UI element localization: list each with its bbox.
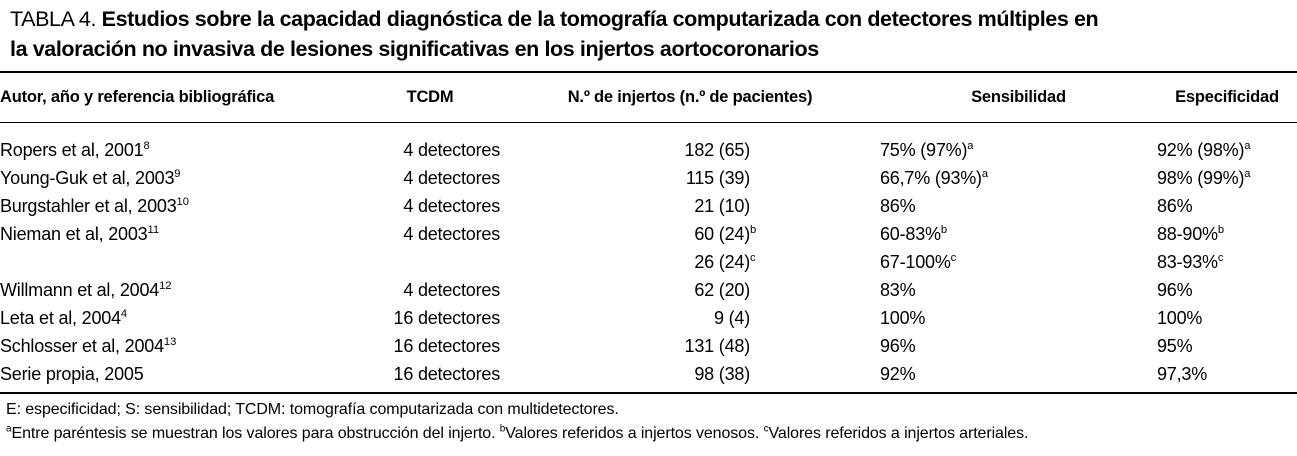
header-especificidad: Especificidad	[1157, 72, 1297, 123]
table-row: 26 (24)c 67-100%c 83-93%c	[0, 248, 1297, 276]
header-injertos: N.º de injertos (n.º de pacientes)	[500, 72, 880, 123]
sensibilidad-value: 60-83%	[880, 224, 941, 244]
note-c-sup: c	[763, 423, 769, 435]
author-name: Burgstahler et al, 2003	[0, 196, 177, 216]
table-row: Leta et al, 20044 16 detectores 9 (4) 10…	[0, 304, 1297, 332]
especificidad-note-sup: a	[1244, 140, 1251, 152]
tcdm-value: 4 detectores	[403, 168, 500, 188]
author-name: Willmann et al, 2004	[0, 280, 160, 300]
tcdm-value: 4 detectores	[403, 140, 500, 160]
table-row: Willmann et al, 200412 4 detectores 62 (…	[0, 276, 1297, 304]
sensibilidad-note-sup: a	[981, 168, 989, 180]
sensibilidad-note-sup: c	[950, 252, 957, 264]
table-title-line2: la valoración no invasiva de lesiones si…	[10, 37, 819, 61]
author-name: Young-Guk et al, 2003	[0, 168, 175, 188]
especificidad-value: 95%	[1157, 336, 1193, 356]
table-footnotes: E: especificidad; S: sensibilidad; TCDM:…	[6, 398, 1291, 446]
injertos-value: 131 (48)	[684, 336, 751, 356]
tcdm-value: 4 detectores	[403, 280, 500, 300]
tcdm-value: 4 detectores	[403, 196, 500, 216]
especificidad-value: 100%	[1157, 308, 1203, 328]
sensibilidad-value: 92%	[880, 364, 916, 384]
table-row: Schlosser et al, 200413 16 detectores 13…	[0, 332, 1297, 360]
author-ref-sup: 12	[159, 280, 172, 292]
especificidad-value: 88-90%	[1157, 224, 1218, 244]
tcdm-value: 4 detectores	[403, 224, 500, 244]
table-row: Burgstahler et al, 200310 4 detectores 2…	[0, 192, 1297, 220]
author-ref-sup: 9	[174, 168, 181, 180]
table-header-row: Autor, año y referencia bibliográfica TC…	[0, 72, 1297, 123]
injertos-note-sup: c	[750, 252, 756, 264]
especificidad-value: 97,3%	[1157, 364, 1208, 384]
sensibilidad-value: 86%	[880, 196, 916, 216]
tcdm-value: 16 detectores	[393, 336, 501, 356]
author-name: Serie propia, 2005	[0, 364, 144, 384]
sensibilidad-value: 96%	[880, 336, 916, 356]
especificidad-value: 83-93%	[1157, 252, 1218, 272]
especificidad-value: 96%	[1157, 280, 1193, 300]
sensibilidad-note-sup: a	[967, 140, 974, 152]
especificidad-note-sup: b	[1217, 224, 1225, 236]
table-row: Young-Guk et al, 20039 4 detectores 115 …	[0, 164, 1297, 192]
sensibilidad-value: 83%	[880, 280, 916, 300]
note-c-text: Valores referidos a injertos arteriales.	[768, 425, 1029, 442]
especificidad-value: 92% (98%)	[1157, 140, 1245, 160]
injertos-value: 9 (4)	[713, 308, 750, 328]
note-a-sup: a	[6, 423, 12, 435]
injertos-value: 98 (38)	[694, 364, 750, 384]
author-name: Ropers et al, 2001	[0, 140, 144, 160]
especificidad-value: 98% (99%)	[1157, 168, 1245, 188]
table-row: Serie propia, 2005 16 detectores 98 (38)…	[0, 360, 1297, 394]
note-b-sup: b	[499, 423, 506, 435]
author-ref-sup: 13	[163, 336, 177, 348]
sensibilidad-note-sup: b	[940, 224, 948, 236]
especificidad-value: 86%	[1157, 196, 1193, 216]
author-ref-sup: 8	[143, 140, 150, 152]
especificidad-note-sup: a	[1244, 168, 1251, 180]
author-name: Schlosser et al, 2004	[0, 336, 164, 356]
injertos-value: 60 (24)	[694, 224, 750, 244]
author-name: Nieman et al, 2003	[0, 224, 148, 244]
header-author: Autor, año y referencia bibliográfica	[0, 72, 360, 123]
author-ref-sup: 11	[147, 224, 160, 236]
sensibilidad-value: 100%	[880, 308, 926, 328]
sensibilidad-value: 67-100%	[880, 252, 951, 272]
injertos-value: 26 (24)	[694, 252, 750, 272]
injertos-value: 182 (65)	[684, 140, 751, 160]
injertos-value: 21 (10)	[694, 196, 750, 216]
injertos-value: 62 (20)	[694, 280, 750, 300]
especificidad-note-sup: c	[1217, 252, 1224, 264]
data-table: Autor, año y referencia bibliográfica TC…	[0, 71, 1297, 394]
author-ref-sup: 10	[176, 196, 189, 208]
table-title: TABLA 4. Estudios sobre la capacidad dia…	[10, 4, 1290, 64]
table-title-line1: Estudios sobre la capacidad diagnóstica …	[101, 7, 1099, 31]
sensibilidad-value: 75% (97%)	[880, 140, 968, 160]
table-row: Ropers et al, 20018 4 detectores 182 (65…	[0, 123, 1297, 165]
abbreviations-note: E: especificidad; S: sensibilidad; TCDM:…	[6, 401, 619, 418]
injertos-value: 115 (39)	[685, 168, 750, 188]
table-number-label: TABLA 4.	[10, 7, 97, 31]
header-tcdm: TCDM	[360, 72, 500, 123]
tcdm-value: 16 detectores	[393, 308, 501, 328]
header-sensibilidad: Sensibilidad	[880, 72, 1157, 123]
author-name: Leta et al, 2004	[0, 308, 121, 328]
note-a-text: Entre paréntesis se muestran los valores…	[11, 425, 500, 442]
injertos-note-sup: b	[750, 224, 757, 236]
sensibilidad-value: 66,7% (93%)	[880, 168, 982, 188]
tcdm-value: 16 detectores	[360, 360, 500, 394]
author-ref-sup: 4	[120, 308, 128, 320]
table-row: Nieman et al, 200311 4 detectores 60 (24…	[0, 220, 1297, 248]
note-b-text: Valores referidos a injertos venosos.	[505, 425, 764, 442]
lettered-notes: aEntre paréntesis se muestran los valore…	[6, 422, 1291, 446]
tcdm-value	[360, 248, 500, 276]
